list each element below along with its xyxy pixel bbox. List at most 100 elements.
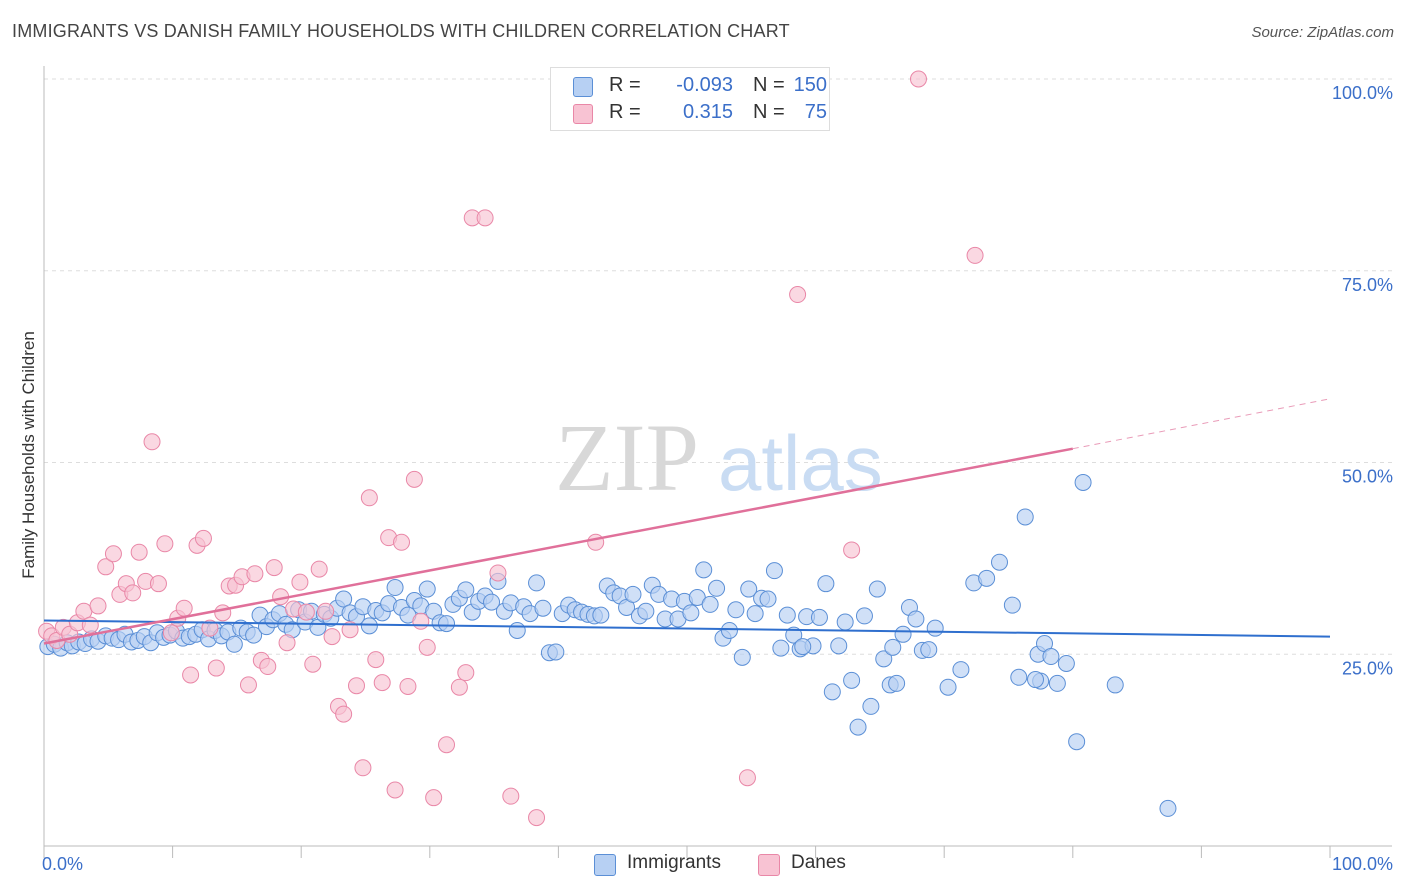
danes-point (291, 573, 309, 591)
immigrants-point (720, 621, 738, 639)
immigrants-point (418, 580, 436, 598)
immigrants-point (534, 599, 552, 617)
danes-point (528, 809, 546, 827)
danes-point (373, 674, 391, 692)
immigrants-point (360, 617, 378, 635)
danes-trend-extension (1072, 398, 1331, 450)
immigrants-point (836, 613, 854, 631)
danes-point (367, 651, 385, 669)
danes-point (587, 533, 605, 551)
danes-point (97, 558, 115, 576)
danes-point (304, 655, 322, 673)
danes-point (457, 664, 475, 682)
immigrants-point (772, 639, 790, 657)
legend-n-label: N = (753, 101, 785, 123)
immigrants-point (335, 590, 353, 608)
bottom-legend-swatch-immigrants (594, 854, 616, 876)
legend-swatch-danes (573, 104, 593, 124)
danes-point (278, 634, 296, 652)
danes-point (738, 769, 756, 787)
immigrants-point (733, 648, 751, 666)
gridlines (44, 78, 1392, 655)
immigrants-point (849, 718, 867, 736)
danes-point (347, 677, 365, 695)
bottom-legend-label-immigrants: Immigrants (627, 852, 721, 873)
immigrants-point (547, 643, 565, 661)
immigrants-point (708, 579, 726, 597)
immigrants-point (830, 637, 848, 655)
immigrants-point (1057, 654, 1075, 672)
source-note: Source: ZipAtlas.com (1251, 24, 1394, 41)
danes-point (182, 666, 200, 684)
immigrants-point (592, 606, 610, 624)
immigrants-point (1048, 674, 1066, 692)
immigrants-point (727, 601, 745, 619)
immigrants-point (888, 674, 906, 692)
immigrants-point (759, 590, 777, 608)
danes-point (412, 612, 430, 630)
immigrants-point (952, 661, 970, 679)
immigrants-point (868, 580, 886, 598)
immigrants-point (875, 650, 893, 668)
immigrants-point (907, 610, 925, 628)
danes-point (310, 560, 328, 578)
immigrants-point (978, 569, 996, 587)
chart-title: IMMIGRANTS VS DANISH FAMILY HOUSEHOLDS W… (12, 21, 790, 41)
danes-point (89, 597, 107, 615)
immigrants-point (823, 683, 841, 701)
immigrants-point (701, 595, 719, 613)
danes-point (341, 621, 359, 639)
immigrants-point (483, 593, 501, 611)
immigrants-point (843, 671, 861, 689)
danes-point (843, 541, 861, 559)
trend-lines (43, 398, 1331, 645)
danes-point (354, 759, 372, 777)
immigrants-point (1003, 596, 1021, 614)
danes-point (207, 659, 225, 677)
immigrants-point (862, 697, 880, 715)
immigrants-point (765, 562, 783, 580)
y-tick-label: 100.0% (1332, 83, 1393, 103)
danes-point (418, 638, 436, 656)
legend-r-label: R = (609, 74, 641, 96)
immigrants-trend-line (43, 619, 1331, 638)
danes-point (162, 624, 180, 642)
immigrants-point (1027, 671, 1045, 689)
immigrants-point (528, 574, 546, 592)
immigrants-point (624, 585, 642, 603)
y-axis-label: Family Households with Children (19, 331, 38, 579)
immigrants-point (245, 626, 263, 644)
immigrants-point (920, 641, 938, 659)
danes-point (156, 535, 174, 553)
immigrants-point (637, 602, 655, 620)
danes-point (201, 619, 219, 637)
immigrants-point (1159, 799, 1177, 817)
danes-point (297, 603, 315, 621)
immigrants-point (785, 626, 803, 644)
danes-point (425, 789, 443, 807)
danes-point (239, 676, 257, 694)
danes-point (323, 628, 341, 646)
immigrants-point (1068, 733, 1086, 751)
danes-points (38, 70, 984, 827)
immigrants-point (794, 638, 812, 656)
danes-point (317, 602, 335, 620)
immigrants-point (778, 606, 796, 624)
danes-point (438, 736, 456, 754)
watermark-atlas: atlas (718, 419, 883, 507)
legend-n-value: 75 (804, 101, 827, 123)
immigrants-point (926, 619, 944, 637)
immigrants-point (810, 608, 828, 626)
immigrants-point (386, 579, 404, 597)
bottom-legend-label-danes: Danes (791, 852, 846, 873)
danes-point (399, 677, 417, 695)
danes-point (214, 604, 232, 622)
immigrants-point (746, 605, 764, 623)
watermark: ZIP atlas (555, 404, 883, 511)
axes (43, 66, 1392, 858)
legend-swatch-immigrants (573, 77, 593, 97)
danes-point (175, 599, 193, 617)
danes-point (246, 565, 264, 583)
correlation-legend: R = -0.093 N = 150 R = 0.315 N = 75 (550, 67, 830, 131)
